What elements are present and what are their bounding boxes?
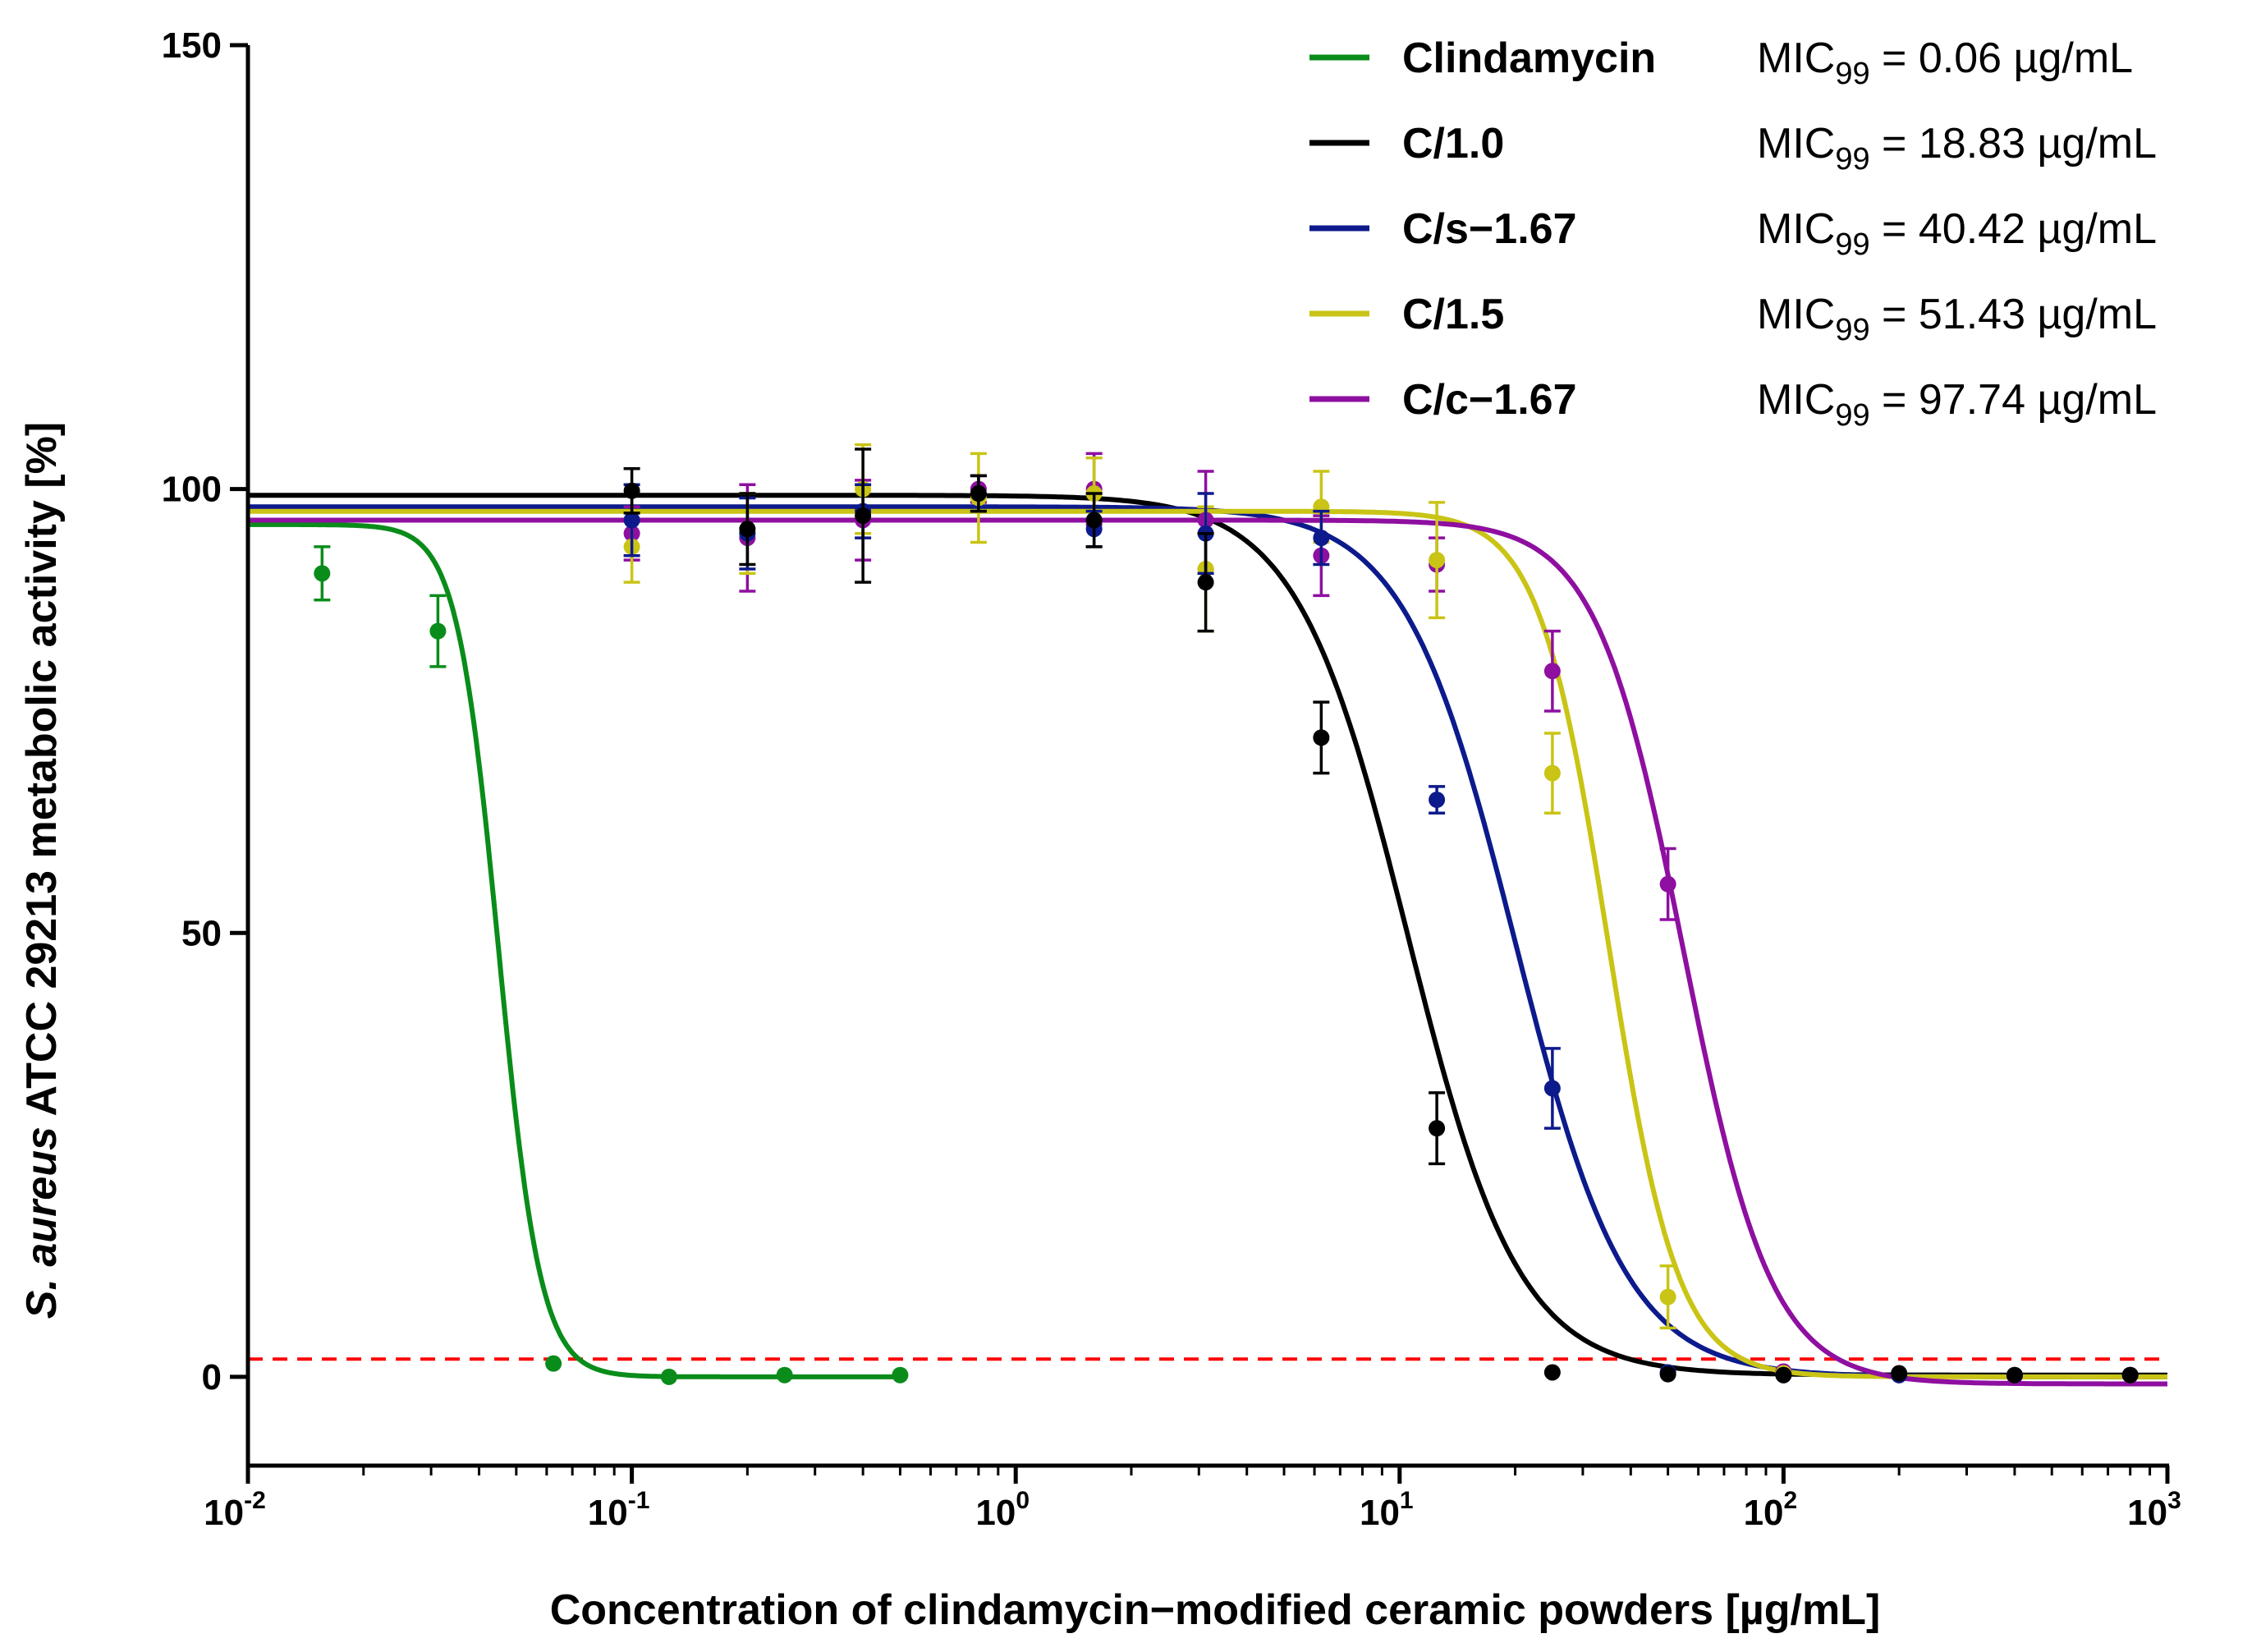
y-axis-title-species: S. aureus xyxy=(18,1127,66,1319)
data-point xyxy=(892,1366,909,1384)
data-point xyxy=(1197,574,1214,591)
data-point xyxy=(1891,1365,1908,1382)
legend: Clindamycin MIC99 = 0.06 µg/mL C/1.0 MIC99 … xyxy=(1309,34,2157,433)
legend-row-3: C/s−1.67 MIC99 = 40.42 µg/mL xyxy=(1309,205,2157,262)
data-point xyxy=(623,512,640,529)
data-point xyxy=(429,622,447,640)
series-4-points xyxy=(623,443,2139,1384)
data-point xyxy=(1429,792,1446,809)
data-point xyxy=(545,1355,562,1372)
legend-label: Clindamycin xyxy=(1402,34,1656,82)
legend-label: C/c−1.67 xyxy=(1402,376,1577,424)
data-point xyxy=(776,1366,793,1384)
legend-row-2: C/1.0 MIC99 = 18.83 µg/mL xyxy=(1309,120,2157,177)
y-tick-label-50: 50 xyxy=(181,913,222,953)
legend-row-5: C/c−1.67 MIC99 = 97.74 µg/mL xyxy=(1309,376,2157,433)
data-point xyxy=(1775,1366,1792,1384)
x-tick-label--2: 10-2 xyxy=(204,1487,266,1533)
legend-label: C/s−1.67 xyxy=(1402,205,1577,253)
y-axis-title-rest: ATCC 29213 metabolic activity [%] xyxy=(18,422,66,1127)
data-point xyxy=(855,507,872,525)
axes xyxy=(245,45,2169,1468)
data-point xyxy=(1659,1288,1676,1306)
data-point xyxy=(2006,1366,2023,1384)
x-tick-label-2: 102 xyxy=(1744,1487,1798,1533)
y-tick-label-0: 0 xyxy=(202,1357,222,1397)
data-point xyxy=(1543,663,1561,680)
y-axis-title: S. aureus ATCC 29213 metabolic activity … xyxy=(18,422,66,1319)
x-tick-label-3: 103 xyxy=(2127,1487,2181,1533)
data-point xyxy=(1543,1080,1561,1097)
data-point xyxy=(1543,764,1561,782)
x-tick-label--1: 10-1 xyxy=(588,1487,650,1533)
legend-label: C/1.0 xyxy=(1402,120,1504,167)
data-point xyxy=(1543,1364,1561,1381)
legend-row-1: Clindamycin MIC99 = 0.06 µg/mL xyxy=(1309,34,2133,91)
series-1-points xyxy=(314,545,909,1385)
legend-mic: MIC99 = 97.74 µg/mL xyxy=(1757,376,2157,433)
data-point xyxy=(970,485,987,502)
ticks: 0 50 100 150 10-2 10-1 100 101 102 103 xyxy=(162,25,2181,1533)
fit-curve-4 xyxy=(248,508,2167,1379)
data-point xyxy=(1659,1365,1676,1383)
series-3-points xyxy=(623,474,2139,1384)
legend-mic: MIC99 = 51.43 µg/mL xyxy=(1757,291,2157,347)
data-points xyxy=(314,443,2139,1385)
x-axis-title: Concentration of clindamycin−modified ce… xyxy=(550,1586,1881,1634)
legend-mic: MIC99 = 40.42 µg/mL xyxy=(1757,205,2157,262)
legend-label: C/1.5 xyxy=(1402,291,1504,338)
y-tick-label-100: 100 xyxy=(162,470,222,510)
data-point xyxy=(660,1368,677,1385)
x-tick-label-0: 100 xyxy=(975,1487,1030,1533)
data-point xyxy=(739,521,756,538)
data-point xyxy=(1313,530,1330,547)
y-tick-label-150: 150 xyxy=(162,25,222,66)
data-point xyxy=(1313,729,1330,746)
data-point xyxy=(1659,875,1676,893)
series-2-points xyxy=(623,447,2139,1384)
data-point xyxy=(1429,1120,1446,1137)
series-5-points xyxy=(623,452,2139,1384)
data-point xyxy=(1085,512,1103,529)
legend-mic: MIC99 = 18.83 µg/mL xyxy=(1757,120,2157,177)
data-point xyxy=(2121,1366,2139,1384)
data-point xyxy=(1429,552,1446,569)
fit-curves xyxy=(246,493,2167,1387)
data-point xyxy=(314,565,331,582)
legend-mic: MIC99 = 0.06 µg/mL xyxy=(1757,34,2133,91)
fit-curve-1 xyxy=(246,521,901,1379)
legend-row-4: C/1.5 MIC99 = 51.43 µg/mL xyxy=(1309,291,2157,347)
x-tick-label-1: 101 xyxy=(1360,1487,1414,1533)
data-point xyxy=(623,482,640,499)
